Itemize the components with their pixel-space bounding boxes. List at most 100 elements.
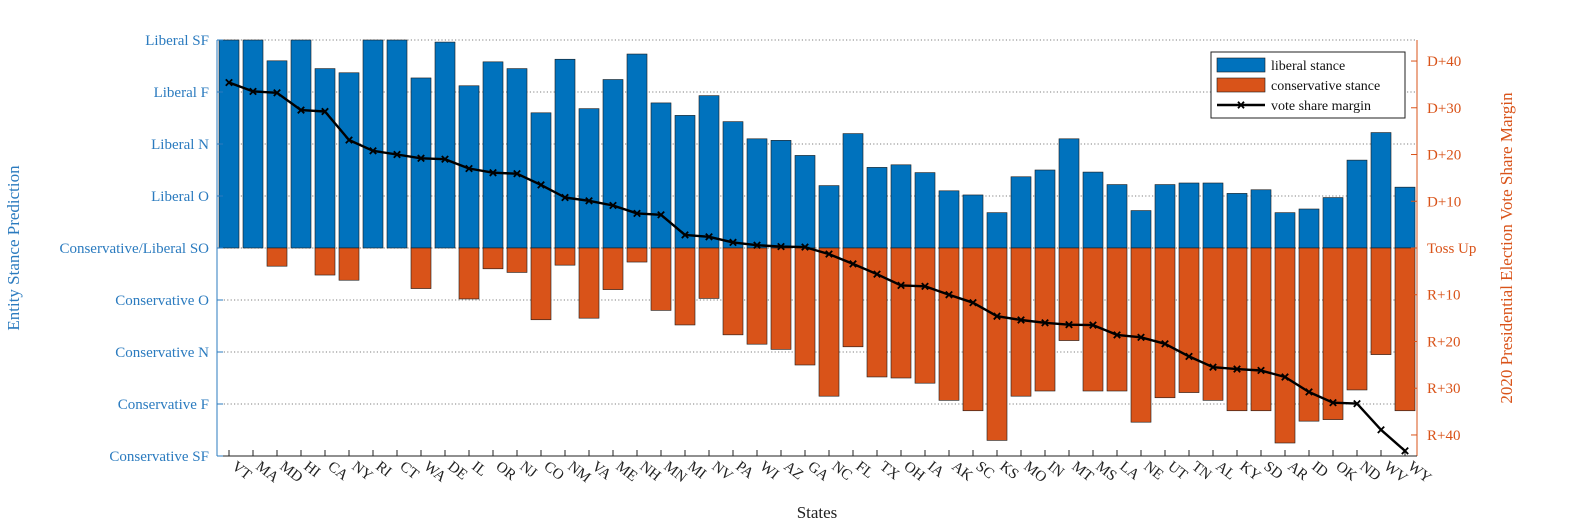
x-tick-label-ky: KY [1237,459,1264,485]
marker-stroke [489,168,497,177]
marker-stroke [513,169,521,178]
vote-margin-point-wy [1401,447,1409,455]
x-tick-label-wi: WI [757,459,782,483]
vote-margin-point-tx [873,270,881,279]
x-tick-label-az: AZ [781,459,807,484]
conservative-bar-ut [1154,247,1176,399]
conservative-bar-il [458,247,480,300]
marker-stroke [1017,316,1025,324]
left-tick-label: Conservative F [118,397,209,413]
marker-stroke [225,78,233,87]
liberal-bar-mt [1058,138,1080,249]
vote-margin-point-sc [969,298,977,307]
x-tick-label-co: CO [541,459,567,485]
vote-margin-point-ia [921,282,929,291]
conservative-bar-co [530,247,552,321]
vote-margin-point-nh [633,209,641,218]
vote-margin-point-ri [369,146,377,155]
vote-margin-point-or [489,168,497,177]
liberal-bar-ma [242,39,264,249]
x-tick-label-mi: MI [685,459,709,483]
x-tick-label-al: AL [1213,459,1239,484]
conservative-bar-ak [938,247,960,401]
x-tick-label-wa: WA [421,459,449,486]
conservative-bar-mn [650,247,672,311]
x-tick-label-ri: RI [373,459,395,481]
vote-margin-point-hi [297,106,305,114]
conservative-bar-id [1298,247,1320,422]
left-tick-label: Liberal F [154,85,209,101]
marker-stroke [297,106,305,114]
legend: liberal stance conservative stance vote sh… [1210,51,1406,119]
vote-margin-point-il [465,164,473,173]
vote-margin-point-wa [417,154,425,163]
marker-stroke [681,231,689,239]
legend-label: vote share margin [1271,99,1371,114]
conservative-bar-ky [1226,247,1248,412]
liberal-bar-sd [1250,189,1272,249]
conservative-bar-oh [890,247,912,379]
x-tick-label-sd: SD [1261,459,1286,484]
liberal-bar-nc [818,185,840,249]
x-tick-label-id: ID [1309,459,1331,481]
right-tick-label: D+30 [1427,101,1461,117]
marker-stroke [1185,352,1193,361]
marker-stroke [537,181,545,189]
marker-stroke [705,232,713,241]
conservative-bar-fl [842,247,864,348]
x-tick-label-tx: TX [877,459,903,484]
x-tick-label-mo: MO [1021,459,1050,487]
liberal-bar-tn [1178,182,1200,249]
vote-margin-point-ms [1089,321,1097,329]
right-tick-label: R+40 [1427,428,1460,444]
marker-stroke [825,250,833,258]
liberal-bar-ak [938,190,960,249]
x-tick-label-wy: WY [1405,459,1435,487]
left-tick-label: Liberal N [151,137,209,153]
conservative-bar-mo [1010,247,1032,397]
liberal-bar-nj [506,68,528,249]
vote-margin-point-nc [825,250,833,258]
liberal-bar-ar [1274,212,1296,249]
x-tick-label-va: VA [589,459,615,484]
left-tick-label: Liberal SF [145,33,209,49]
x-tick-label-pa: PA [733,459,757,483]
conservative-bar-ms [1082,247,1104,392]
vote-margin-point-mt [1065,320,1073,329]
liberal-bar-pa [722,121,744,249]
x-tick-label-nd: ND [1357,459,1384,485]
marker-stroke [801,243,809,251]
conservative-bar-ne [1130,247,1152,423]
liberal-bar-wv [1370,132,1392,249]
vote-share-margin-line [228,81,1406,452]
vote-margin-point-ks [993,312,1001,321]
liberal-bar-nd [1346,159,1368,249]
marker-stroke [345,136,353,144]
marker-stroke [1161,339,1169,348]
marker-stroke [897,281,905,290]
right-tick-label: R+20 [1427,334,1460,350]
liberal-bar-ks [986,212,1008,249]
vote-margin-point-la [1113,331,1121,339]
x-tick-label-ar: AR [1285,459,1311,484]
x-tick-label-vt: VT [229,459,255,484]
liberal-bar-ct [386,39,408,249]
liberal-bar-sc [962,194,984,249]
conservative-bar-al [1202,247,1224,401]
x-tick-label-hi: HI [301,459,323,481]
vote-margin-point-md [273,88,281,97]
x-tick-label-mt: MT [1069,459,1097,485]
x-tick-label-or: OR [493,459,519,484]
x-tick-label-ut: UT [1165,459,1191,484]
marker-stroke [633,209,641,218]
liberal-bar-tx [866,167,888,249]
vote-margin-point-wi [753,241,761,250]
left-tick-label: Conservative/Liberal SO [59,241,209,257]
x-tick-label-sc: SC [973,459,997,483]
liberal-bar-hi [290,39,312,249]
x-tick-label-ms: MS [1093,459,1120,485]
conservative-bar-tn [1178,247,1200,393]
marker-stroke [1233,365,1241,373]
vote-margin-point-ma [249,87,257,96]
